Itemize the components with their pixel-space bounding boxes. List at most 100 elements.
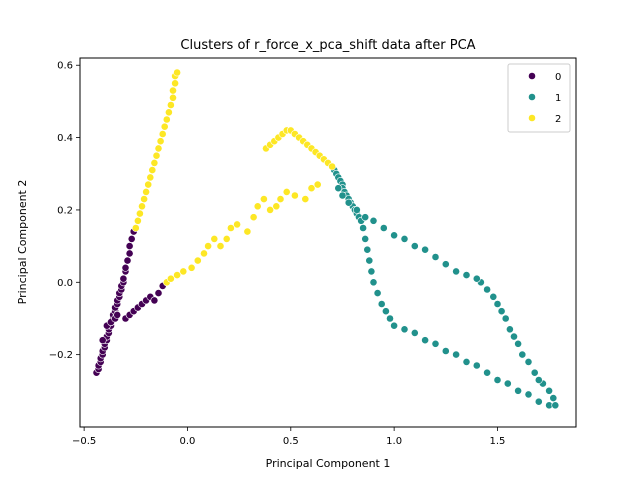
- point-cluster-1-67: [379, 224, 388, 232]
- point-cluster-1-23: [381, 307, 390, 316]
- point-cluster-1-36: [503, 379, 512, 388]
- point-cluster-1-32: [462, 357, 471, 366]
- point-cluster-1-53: [497, 307, 506, 316]
- point-cluster-0-46: [150, 296, 159, 305]
- point-cluster-0-26: [119, 274, 128, 283]
- point-cluster-2-3: [138, 202, 146, 211]
- point-cluster-2-30: [204, 242, 212, 250]
- legend-marker-1: [528, 93, 536, 101]
- point-cluster-0-31: [125, 242, 134, 250]
- point-cluster-2-41: [272, 202, 281, 211]
- point-cluster-2-42: [276, 195, 285, 203]
- point-cluster-2-13: [158, 130, 167, 138]
- legend-marker-0: [528, 72, 536, 80]
- legend-label-2: 2: [555, 114, 561, 125]
- point-cluster-1-55: [489, 292, 498, 301]
- point-cluster-1-47: [524, 357, 533, 366]
- point-cluster-2-32: [216, 242, 225, 250]
- x-axis: −0.5 0.0 0.5 1.0 1.5: [72, 427, 505, 447]
- point-cluster-1-19: [367, 267, 376, 276]
- point-cluster-2-8: [148, 166, 157, 174]
- point-cluster-2-11: [154, 144, 163, 153]
- point-cluster-1-50: [510, 332, 518, 341]
- point-cluster-1-33: [472, 361, 481, 370]
- point-cluster-2-2: [135, 209, 144, 218]
- y-axis: −0.2 0.0 0.2 0.4 0.6: [49, 61, 80, 361]
- point-cluster-0-34: [98, 336, 107, 345]
- point-cluster-2-20: [171, 79, 179, 88]
- point-cluster-1-41: [551, 401, 560, 410]
- point-cluster-2-25: [173, 271, 181, 279]
- point-cluster-1-73: [334, 184, 343, 193]
- point-cluster-1-71: [344, 198, 353, 207]
- point-cluster-2-29: [200, 249, 208, 258]
- point-cluster-2-47: [313, 180, 322, 189]
- points-layer: [92, 68, 560, 410]
- point-cluster-1-31: [452, 350, 460, 359]
- point-cluster-1-17: [363, 245, 372, 254]
- x-tick-label: 1.0: [386, 436, 402, 447]
- point-cluster-2-40: [266, 205, 274, 214]
- legend-label-1: 1: [555, 93, 561, 104]
- y-axis-label: Principal Component 2: [16, 180, 29, 305]
- y-tick-label: 0.2: [57, 205, 73, 216]
- point-cluster-2-1: [133, 216, 142, 225]
- point-cluster-2-22: [173, 68, 181, 77]
- point-cluster-2-26: [179, 267, 188, 276]
- point-cluster-1-60: [452, 267, 460, 276]
- point-cluster-2-27: [187, 263, 196, 272]
- point-cluster-1-30: [441, 347, 450, 355]
- point-cluster-1-61: [441, 260, 450, 269]
- chart-title: Clusters of r_force_x_pca_shift data aft…: [180, 38, 475, 53]
- point-cluster-1-68: [369, 216, 378, 225]
- point-cluster-1-59: [462, 271, 471, 279]
- point-cluster-2-14: [160, 122, 169, 131]
- point-cluster-1-48: [518, 350, 527, 359]
- point-cluster-2-36: [243, 227, 252, 236]
- point-cluster-2-0: [131, 224, 140, 232]
- point-cluster-1-72: [338, 191, 347, 200]
- point-cluster-2-10: [152, 151, 161, 160]
- point-cluster-0-29: [123, 256, 132, 265]
- point-cluster-1-16: [361, 234, 370, 243]
- point-cluster-0-38: [113, 310, 122, 319]
- point-cluster-1-34: [483, 368, 491, 377]
- x-tick-label: 0.0: [180, 436, 196, 447]
- point-cluster-1-43: [545, 386, 553, 395]
- point-cluster-2-6: [144, 180, 153, 189]
- point-cluster-1-27: [410, 328, 419, 337]
- point-cluster-2-45: [301, 195, 310, 203]
- point-cluster-1-69: [361, 213, 370, 222]
- point-cluster-2-12: [156, 137, 165, 146]
- point-cluster-0-28: [121, 263, 130, 272]
- point-cluster-1-42: [549, 394, 558, 402]
- legend-label-0: 0: [555, 72, 561, 83]
- point-cluster-1-38: [524, 390, 533, 399]
- point-cluster-2-46: [307, 184, 316, 193]
- point-cluster-1-45: [534, 376, 543, 384]
- point-cluster-2-35: [233, 220, 241, 229]
- x-tick-label: 1.5: [490, 436, 506, 447]
- point-cluster-2-17: [166, 101, 175, 109]
- y-tick-label: 0.4: [57, 133, 73, 144]
- point-cluster-1-63: [421, 245, 429, 254]
- point-cluster-1-26: [400, 325, 409, 334]
- point-cluster-2-18: [169, 93, 177, 102]
- point-cluster-1-28: [421, 336, 429, 345]
- point-cluster-2-28: [193, 256, 202, 265]
- legend: 0 1 2: [507, 63, 571, 133]
- point-cluster-1-46: [530, 368, 539, 377]
- point-cluster-1-22: [377, 300, 386, 308]
- point-cluster-1-66: [390, 231, 398, 240]
- point-cluster-2-38: [253, 202, 262, 211]
- point-cluster-0-32: [127, 234, 136, 243]
- point-cluster-1-37: [514, 386, 522, 395]
- point-cluster-1-18: [365, 256, 374, 265]
- point-cluster-1-15: [359, 224, 367, 232]
- y-tick-label: 0.6: [57, 61, 73, 72]
- legend-box: [507, 63, 571, 133]
- point-cluster-1-21: [373, 289, 382, 297]
- point-cluster-2-15: [162, 115, 171, 124]
- point-cluster-0-47: [154, 289, 163, 297]
